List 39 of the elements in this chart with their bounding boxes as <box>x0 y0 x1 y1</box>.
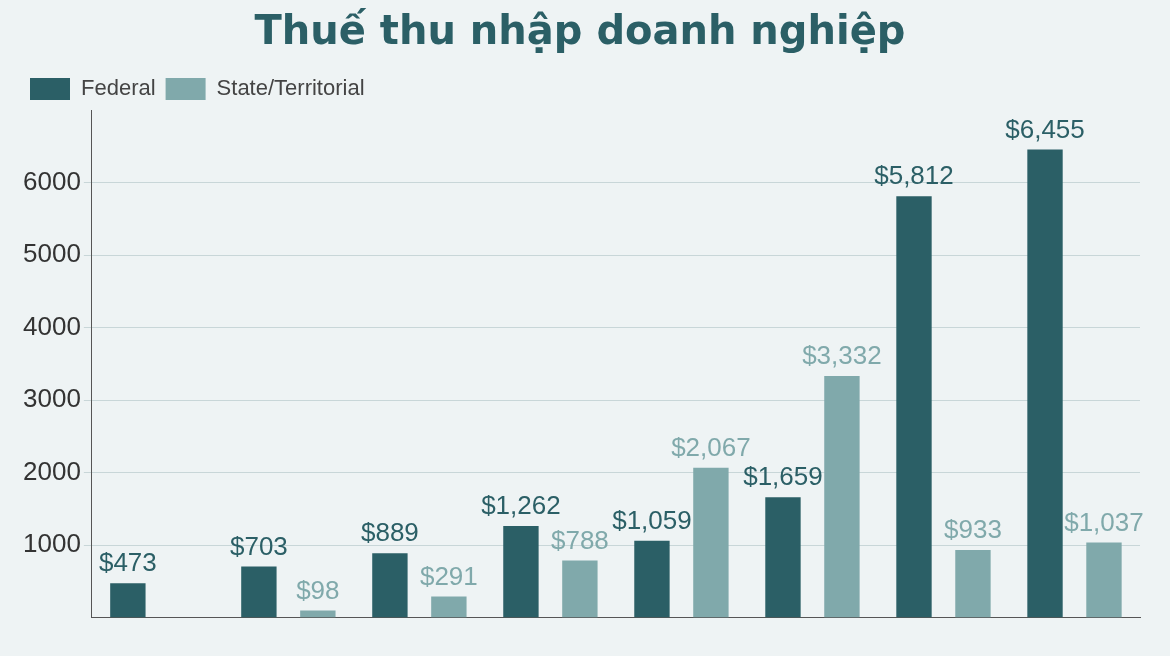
y-tick-label: 4000 <box>23 310 81 341</box>
data-label: $1,659 <box>743 461 823 492</box>
bar <box>1086 542 1122 618</box>
data-label: $933 <box>944 514 1002 545</box>
y-tick-label: 2000 <box>23 455 81 486</box>
bar <box>896 196 932 618</box>
y-tick-label: 5000 <box>23 238 81 269</box>
legend-label: State/Territorial <box>216 75 365 101</box>
data-label: $3,332 <box>802 340 882 371</box>
chart-title: Thuế thu nhập doanh nghiệp <box>254 7 906 54</box>
data-label: $788 <box>550 524 609 555</box>
bar <box>634 540 670 618</box>
bar <box>300 610 336 618</box>
y-tick-label: 1000 <box>23 528 81 559</box>
bar <box>562 560 598 618</box>
data-label: $1,262 <box>481 490 561 521</box>
y-tick-label: 3000 <box>23 383 81 414</box>
bar <box>1027 149 1063 618</box>
bar <box>955 549 991 618</box>
data-label: $291 <box>419 560 478 591</box>
bar <box>372 553 408 618</box>
y-tick-label: 6000 <box>23 165 81 196</box>
bar <box>110 583 146 618</box>
bar <box>824 375 860 618</box>
data-label: $889 <box>360 517 419 548</box>
bar <box>431 596 467 618</box>
bar <box>693 467 729 618</box>
data-label: $1,059 <box>612 504 692 535</box>
data-label: $1,037 <box>1064 506 1144 537</box>
data-label: $5,812 <box>874 160 954 191</box>
bar <box>765 497 801 618</box>
data-label: $473 <box>98 547 157 578</box>
bar <box>241 566 277 618</box>
data-label: $2,067 <box>671 431 751 462</box>
bar <box>503 526 539 618</box>
data-label: $703 <box>229 530 288 561</box>
data-label: $98 <box>296 574 340 605</box>
data-label: $6,455 <box>1005 113 1085 144</box>
legend-label: Federal <box>81 75 156 101</box>
